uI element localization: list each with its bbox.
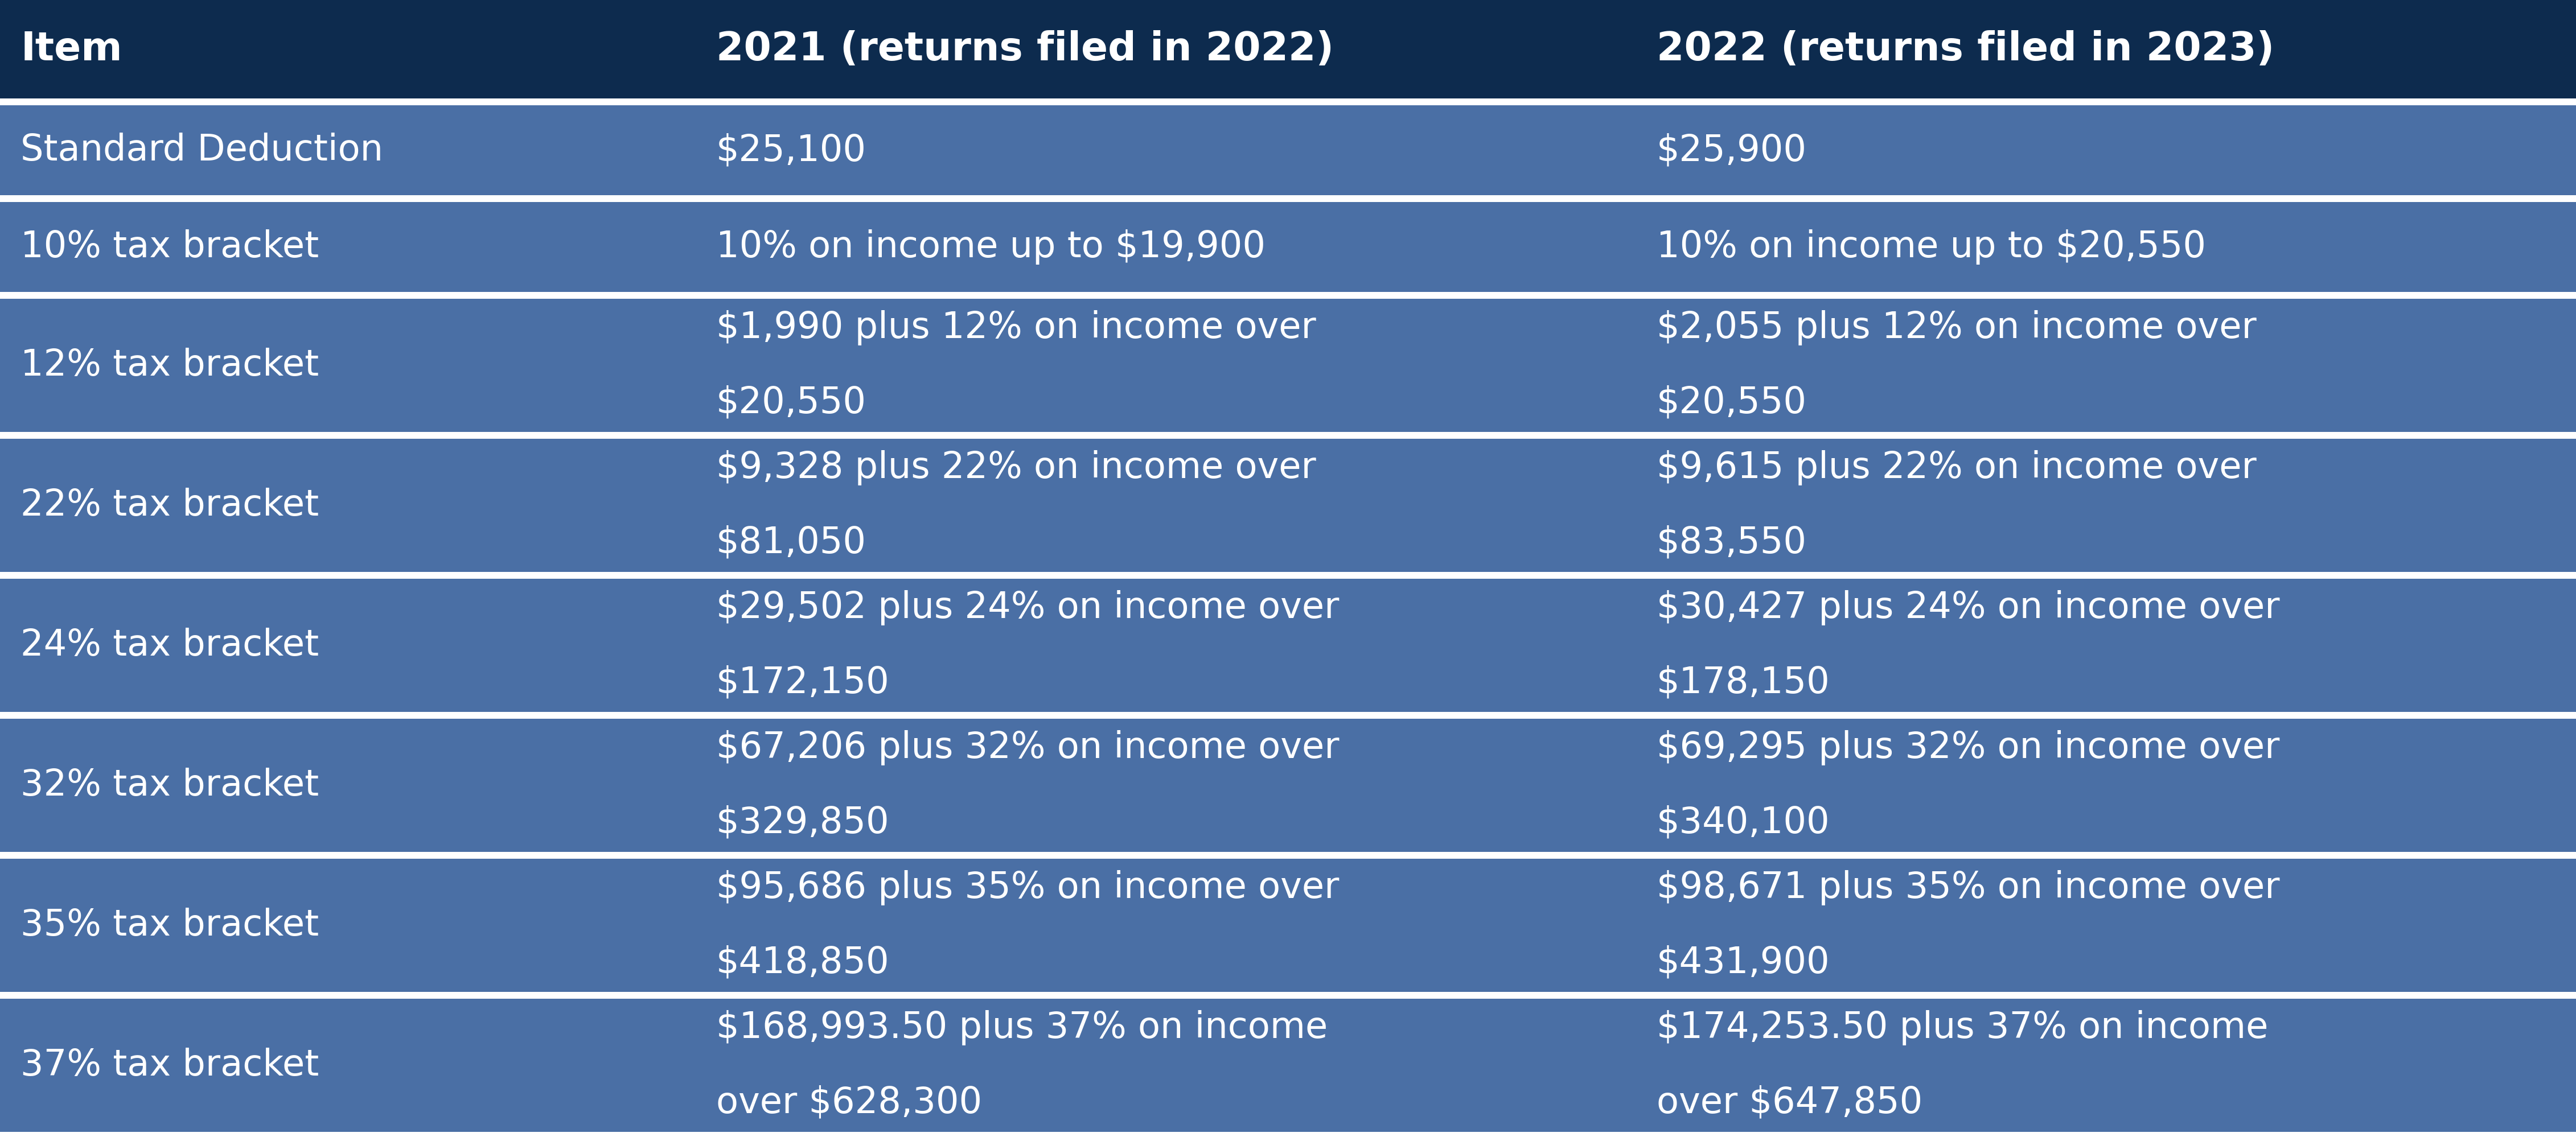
Bar <box>696 106 1636 196</box>
Text: over $628,300: over $628,300 <box>716 1085 981 1120</box>
Text: over $647,850: over $647,850 <box>1656 1085 1922 1120</box>
Bar <box>1636 202 2576 292</box>
Bar <box>1636 858 2576 991</box>
Text: $95,686 plus 35% on income over: $95,686 plus 35% on income over <box>716 871 1340 906</box>
Bar <box>1636 719 2576 852</box>
Text: $67,206 plus 32% on income over: $67,206 plus 32% on income over <box>716 730 1340 765</box>
Text: 22% tax bracket: 22% tax bracket <box>21 488 319 523</box>
Bar <box>1636 998 2576 1131</box>
Text: $83,550: $83,550 <box>1656 525 1806 561</box>
Text: 32% tax bracket: 32% tax bracket <box>21 767 319 803</box>
Bar <box>0 439 696 572</box>
Text: $30,427 plus 24% on income over: $30,427 plus 24% on income over <box>1656 590 2280 625</box>
Bar <box>1636 579 2576 712</box>
Text: 2021 (returns filed in 2022): 2021 (returns filed in 2022) <box>716 31 1334 68</box>
Text: $329,850: $329,850 <box>716 805 889 840</box>
Text: 35% tax bracket: 35% tax bracket <box>21 907 319 943</box>
Bar <box>1636 299 2576 432</box>
Text: $418,850: $418,850 <box>716 945 889 980</box>
Text: 2022 (returns filed in 2023): 2022 (returns filed in 2023) <box>1656 31 2275 68</box>
Bar <box>696 579 1636 712</box>
Bar <box>0 579 696 712</box>
Text: 37% tax bracket: 37% tax bracket <box>21 1047 319 1082</box>
Bar <box>696 998 1636 1131</box>
Bar <box>696 719 1636 852</box>
Text: $29,502 plus 24% on income over: $29,502 plus 24% on income over <box>716 590 1340 625</box>
Text: $340,100: $340,100 <box>1656 805 1829 840</box>
Text: $81,050: $81,050 <box>716 525 866 561</box>
Text: $2,055 plus 12% on income over: $2,055 plus 12% on income over <box>1656 310 2257 346</box>
Bar <box>696 0 1636 99</box>
Bar <box>0 998 696 1131</box>
Bar <box>1636 0 2576 99</box>
Text: Standard Deduction: Standard Deduction <box>21 133 384 168</box>
Text: 24% tax bracket: 24% tax bracket <box>21 628 319 663</box>
Text: $25,100: $25,100 <box>716 133 866 168</box>
Bar <box>0 202 696 292</box>
Text: $25,900: $25,900 <box>1656 133 1806 168</box>
Text: $69,295 plus 32% on income over: $69,295 plus 32% on income over <box>1656 730 2280 765</box>
Text: $174,253.50 plus 37% on income: $174,253.50 plus 37% on income <box>1656 1011 2267 1046</box>
Text: $431,900: $431,900 <box>1656 945 1829 980</box>
Bar <box>696 439 1636 572</box>
Text: 10% on income up to $19,900: 10% on income up to $19,900 <box>716 230 1265 265</box>
Bar <box>0 719 696 852</box>
Text: Item: Item <box>21 31 121 68</box>
Bar <box>696 299 1636 432</box>
Bar <box>696 858 1636 991</box>
Text: $178,150: $178,150 <box>1656 665 1829 700</box>
Text: $20,550: $20,550 <box>1656 385 1806 421</box>
Bar <box>1636 439 2576 572</box>
Bar <box>0 858 696 991</box>
Text: 10% on income up to $20,550: 10% on income up to $20,550 <box>1656 230 2205 265</box>
Bar <box>696 202 1636 292</box>
Text: $1,990 plus 12% on income over: $1,990 plus 12% on income over <box>716 310 1316 346</box>
Text: $9,615 plus 22% on income over: $9,615 plus 22% on income over <box>1656 450 2257 485</box>
Text: 12% tax bracket: 12% tax bracket <box>21 348 319 383</box>
Bar <box>1636 106 2576 196</box>
Text: $168,993.50 plus 37% on income: $168,993.50 plus 37% on income <box>716 1011 1327 1046</box>
Bar <box>0 0 696 99</box>
Bar <box>0 106 696 196</box>
Text: $172,150: $172,150 <box>716 665 889 700</box>
Text: $9,328 plus 22% on income over: $9,328 plus 22% on income over <box>716 450 1316 485</box>
Bar <box>0 299 696 432</box>
Text: $20,550: $20,550 <box>716 385 866 421</box>
Text: $98,671 plus 35% on income over: $98,671 plus 35% on income over <box>1656 871 2280 906</box>
Text: 10% tax bracket: 10% tax bracket <box>21 230 319 265</box>
